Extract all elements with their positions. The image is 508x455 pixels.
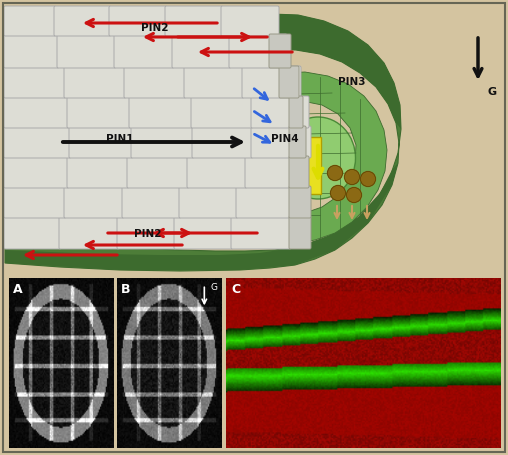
FancyBboxPatch shape [54, 6, 111, 36]
FancyBboxPatch shape [179, 186, 238, 218]
FancyBboxPatch shape [117, 216, 176, 249]
FancyBboxPatch shape [109, 6, 167, 36]
Polygon shape [248, 72, 387, 244]
FancyBboxPatch shape [236, 186, 295, 218]
FancyBboxPatch shape [69, 126, 133, 158]
FancyBboxPatch shape [124, 66, 186, 98]
FancyBboxPatch shape [114, 34, 174, 68]
FancyBboxPatch shape [279, 66, 299, 98]
FancyBboxPatch shape [129, 96, 193, 128]
FancyBboxPatch shape [289, 186, 311, 218]
Text: C: C [232, 283, 241, 296]
Ellipse shape [280, 117, 356, 199]
FancyBboxPatch shape [247, 156, 279, 188]
Text: B: B [121, 283, 131, 296]
FancyBboxPatch shape [174, 216, 233, 249]
FancyBboxPatch shape [305, 137, 321, 194]
FancyBboxPatch shape [289, 156, 309, 188]
FancyBboxPatch shape [57, 34, 116, 68]
FancyBboxPatch shape [4, 186, 66, 218]
FancyBboxPatch shape [242, 66, 301, 98]
FancyBboxPatch shape [289, 126, 306, 158]
Circle shape [346, 187, 362, 202]
FancyBboxPatch shape [187, 156, 247, 188]
FancyBboxPatch shape [127, 156, 189, 188]
FancyBboxPatch shape [67, 96, 131, 128]
Text: PIN4: PIN4 [271, 134, 299, 144]
FancyBboxPatch shape [184, 66, 244, 98]
Polygon shape [5, 163, 398, 270]
FancyBboxPatch shape [191, 96, 253, 128]
Text: A: A [13, 283, 23, 296]
FancyBboxPatch shape [247, 66, 279, 98]
Polygon shape [5, 14, 401, 271]
Text: PIN2: PIN2 [141, 23, 169, 33]
FancyBboxPatch shape [247, 186, 279, 218]
FancyBboxPatch shape [221, 6, 279, 36]
FancyBboxPatch shape [172, 34, 231, 68]
FancyBboxPatch shape [247, 39, 276, 68]
FancyBboxPatch shape [4, 216, 61, 249]
FancyBboxPatch shape [289, 216, 311, 249]
FancyBboxPatch shape [67, 156, 129, 188]
FancyBboxPatch shape [4, 96, 69, 128]
FancyBboxPatch shape [245, 156, 303, 188]
FancyBboxPatch shape [64, 66, 126, 98]
FancyBboxPatch shape [131, 126, 194, 158]
FancyBboxPatch shape [4, 66, 66, 98]
Text: G: G [487, 87, 496, 97]
FancyBboxPatch shape [192, 126, 253, 158]
FancyBboxPatch shape [247, 216, 279, 246]
FancyBboxPatch shape [251, 96, 309, 128]
FancyBboxPatch shape [247, 126, 279, 158]
FancyBboxPatch shape [247, 96, 279, 128]
Text: G: G [210, 283, 217, 292]
FancyBboxPatch shape [251, 126, 311, 158]
FancyBboxPatch shape [4, 6, 56, 36]
FancyBboxPatch shape [59, 216, 119, 249]
Text: PIN3: PIN3 [338, 77, 366, 87]
FancyBboxPatch shape [165, 6, 223, 36]
FancyBboxPatch shape [4, 126, 71, 158]
Polygon shape [5, 14, 401, 129]
Text: PIN1: PIN1 [106, 134, 134, 144]
Circle shape [328, 166, 342, 181]
FancyBboxPatch shape [229, 34, 287, 68]
Circle shape [361, 172, 375, 187]
FancyBboxPatch shape [64, 186, 124, 218]
FancyBboxPatch shape [4, 156, 69, 188]
FancyBboxPatch shape [4, 34, 59, 68]
FancyBboxPatch shape [269, 34, 291, 68]
Circle shape [344, 170, 360, 184]
Text: PIN2: PIN2 [134, 229, 162, 239]
FancyBboxPatch shape [231, 216, 291, 249]
Circle shape [331, 186, 345, 201]
FancyBboxPatch shape [289, 96, 303, 128]
FancyBboxPatch shape [122, 186, 181, 218]
